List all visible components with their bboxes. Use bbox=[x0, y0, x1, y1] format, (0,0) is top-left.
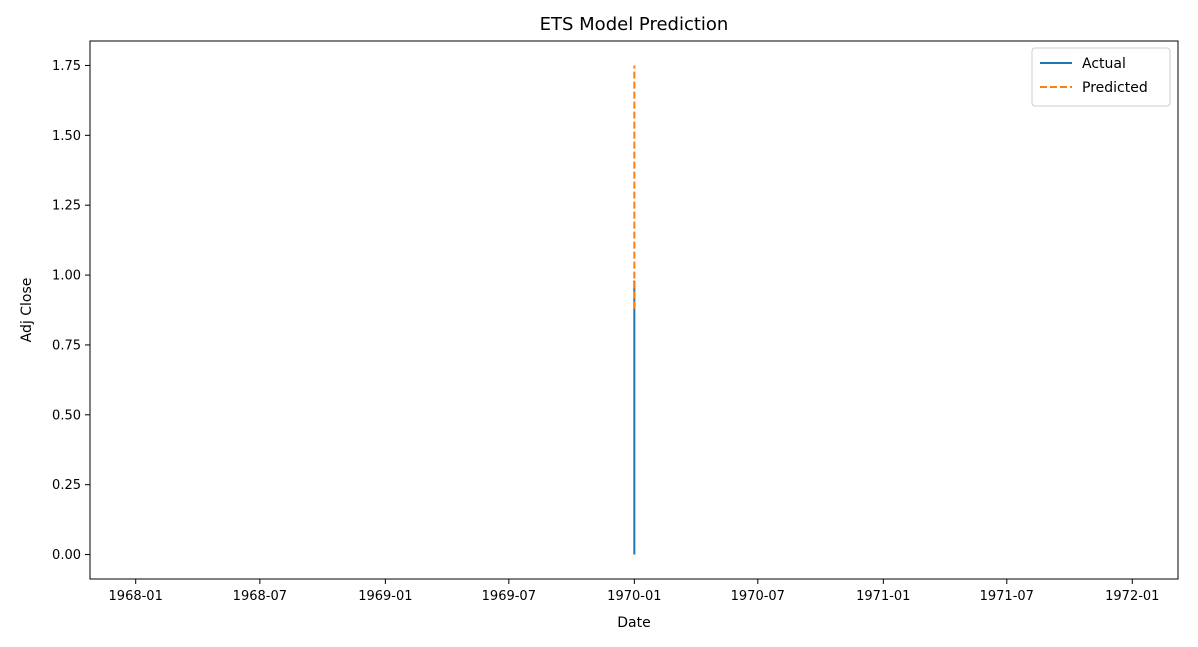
x-axis-label: Date bbox=[617, 615, 650, 631]
y-tick-label: 0.25 bbox=[52, 478, 81, 493]
legend-label-actual: Actual bbox=[1082, 56, 1126, 72]
y-tick-label: 1.00 bbox=[52, 269, 81, 284]
y-tick-label: 0.50 bbox=[52, 408, 81, 423]
x-tick-label: 1971-01 bbox=[856, 589, 910, 604]
x-tick-label: 1970-01 bbox=[607, 589, 661, 604]
x-tick-label: 1969-01 bbox=[358, 589, 412, 604]
x-tick-label: 1972-01 bbox=[1105, 589, 1159, 604]
legend: Actual Predicted bbox=[1031, 47, 1171, 107]
y-tick-label: 1.75 bbox=[52, 59, 81, 74]
y-axis-ticks: 0.00 0.25 0.50 0.75 1.00 1.25 1.50 1.75 bbox=[52, 59, 90, 563]
y-axis-label: Adj Close bbox=[19, 278, 35, 343]
x-tick-label: 1969-07 bbox=[482, 589, 536, 604]
x-tick-label: 1968-07 bbox=[233, 589, 287, 604]
x-tick-label: 1968-01 bbox=[109, 589, 163, 604]
y-tick-label: 0.00 bbox=[52, 548, 81, 563]
x-tick-label: 1970-07 bbox=[731, 589, 785, 604]
x-axis-ticks: 1968-01 1968-07 1969-01 1969-07 1970-01 1970-… bbox=[109, 579, 1159, 604]
legend-label-predicted: Predicted bbox=[1082, 80, 1148, 96]
y-tick-label: 1.25 bbox=[52, 199, 81, 214]
y-tick-label: 0.75 bbox=[52, 338, 81, 353]
chart-title: ETS Model Prediction bbox=[540, 14, 729, 35]
x-tick-label: 1971-07 bbox=[980, 589, 1034, 604]
y-tick-label: 1.50 bbox=[52, 129, 81, 144]
